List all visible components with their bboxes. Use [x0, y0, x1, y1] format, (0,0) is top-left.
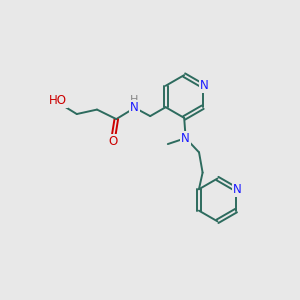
Text: N: N	[130, 101, 139, 114]
Text: O: O	[109, 135, 118, 148]
Text: N: N	[233, 183, 242, 196]
Text: HO: HO	[49, 94, 67, 107]
Text: H: H	[130, 95, 138, 105]
Text: N: N	[200, 79, 208, 92]
Text: N: N	[181, 132, 190, 145]
